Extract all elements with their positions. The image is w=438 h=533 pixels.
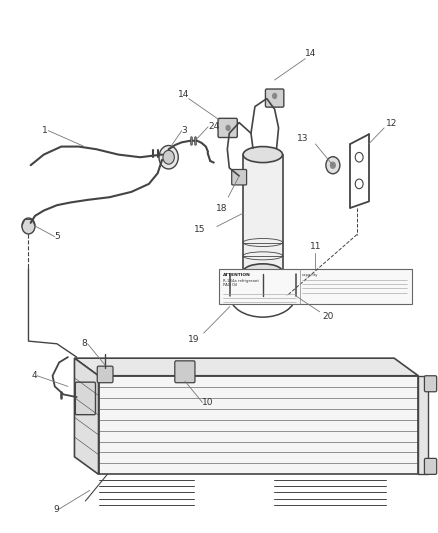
Bar — [418, 376, 428, 474]
Bar — [243, 155, 283, 272]
Text: 1: 1 — [42, 126, 48, 135]
Text: capacity: capacity — [302, 273, 318, 278]
Circle shape — [286, 289, 297, 302]
Text: 4: 4 — [32, 372, 37, 380]
Ellipse shape — [243, 264, 283, 280]
Text: 14: 14 — [178, 90, 189, 99]
Ellipse shape — [243, 147, 283, 163]
FancyBboxPatch shape — [219, 269, 412, 304]
Text: 13: 13 — [297, 134, 309, 143]
Circle shape — [272, 93, 277, 99]
Polygon shape — [74, 358, 418, 376]
Text: 19: 19 — [188, 335, 199, 344]
Text: 24: 24 — [208, 123, 219, 131]
Circle shape — [22, 218, 35, 234]
Circle shape — [330, 161, 336, 169]
Polygon shape — [74, 358, 99, 474]
FancyBboxPatch shape — [424, 458, 437, 474]
Text: 5: 5 — [55, 232, 60, 241]
Circle shape — [163, 150, 174, 164]
Text: 18: 18 — [216, 204, 227, 213]
Circle shape — [289, 293, 293, 298]
FancyBboxPatch shape — [232, 169, 247, 185]
Text: 8: 8 — [82, 340, 88, 348]
Text: 12: 12 — [386, 119, 398, 128]
Text: 10: 10 — [202, 398, 214, 407]
FancyBboxPatch shape — [175, 361, 195, 383]
FancyBboxPatch shape — [97, 366, 113, 383]
Text: 14: 14 — [305, 49, 317, 58]
FancyBboxPatch shape — [218, 118, 237, 138]
Text: 15: 15 — [194, 225, 206, 233]
Circle shape — [159, 146, 178, 169]
Text: 20: 20 — [322, 312, 333, 320]
Polygon shape — [99, 376, 418, 474]
FancyBboxPatch shape — [75, 382, 95, 415]
Text: 9: 9 — [53, 505, 59, 513]
Text: ATTENTION: ATTENTION — [223, 273, 250, 278]
FancyBboxPatch shape — [424, 376, 437, 392]
Text: 3: 3 — [182, 126, 187, 135]
Text: R-134a refrigerant: R-134a refrigerant — [223, 279, 258, 283]
Circle shape — [326, 157, 340, 174]
FancyBboxPatch shape — [265, 89, 284, 107]
Circle shape — [226, 125, 231, 131]
Text: PAG Oil: PAG Oil — [223, 283, 237, 287]
Text: 11: 11 — [310, 243, 321, 251]
